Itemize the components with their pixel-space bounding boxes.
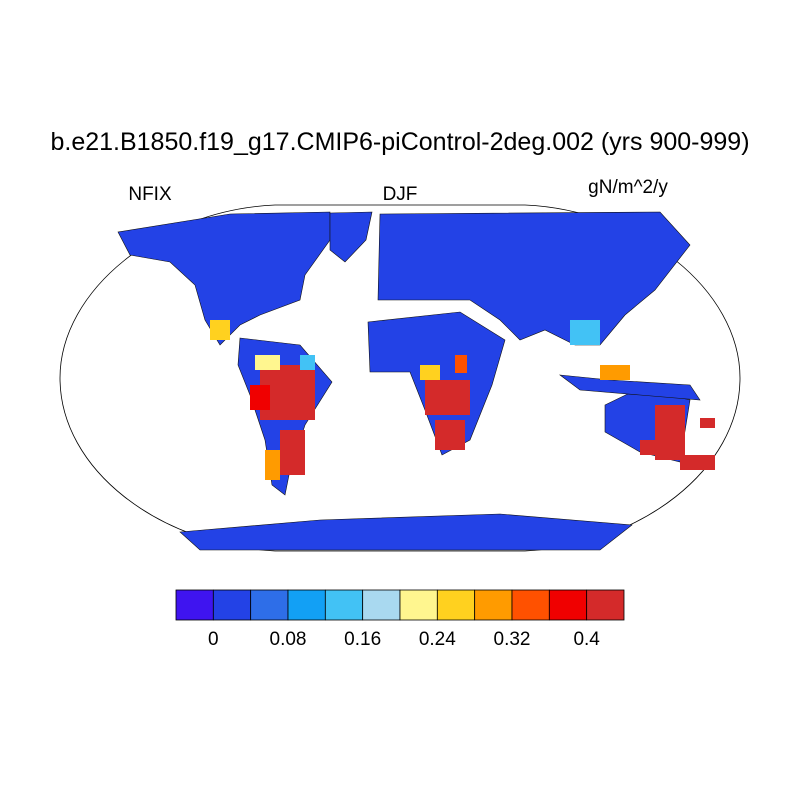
color-box bbox=[399, 589, 438, 621]
colorbar-tick-label: 0.08 bbox=[270, 629, 307, 650]
color-box bbox=[362, 589, 401, 621]
color-box bbox=[175, 589, 214, 621]
color-box bbox=[436, 589, 476, 621]
colorbar: 0 0.08 0.16 0.24 0.32 0.4 bbox=[175, 589, 625, 650]
colorbar-tick-label: 0 bbox=[208, 629, 219, 650]
color-box bbox=[324, 589, 364, 621]
color-box bbox=[250, 589, 289, 621]
title: b.e21.B1850.f19_g17.CMIP6-piControl-2deg… bbox=[50, 128, 749, 156]
color-box bbox=[586, 589, 625, 621]
colorbar-tick-label: 0.32 bbox=[494, 629, 531, 650]
map bbox=[59, 204, 741, 552]
color-box bbox=[212, 589, 252, 621]
center-label: DJF bbox=[383, 184, 418, 205]
colorbar-tick-label: 0.24 bbox=[419, 629, 456, 650]
colorbar-tick-label: 0.16 bbox=[344, 629, 381, 650]
color-box bbox=[287, 589, 326, 621]
colorbar-tick-label: 0.4 bbox=[573, 629, 600, 650]
color-box bbox=[548, 589, 588, 621]
right-label: gN/m^2/y bbox=[588, 177, 668, 198]
left-label: NFIX bbox=[128, 184, 172, 205]
color-box bbox=[474, 589, 513, 621]
color-box bbox=[511, 589, 550, 621]
